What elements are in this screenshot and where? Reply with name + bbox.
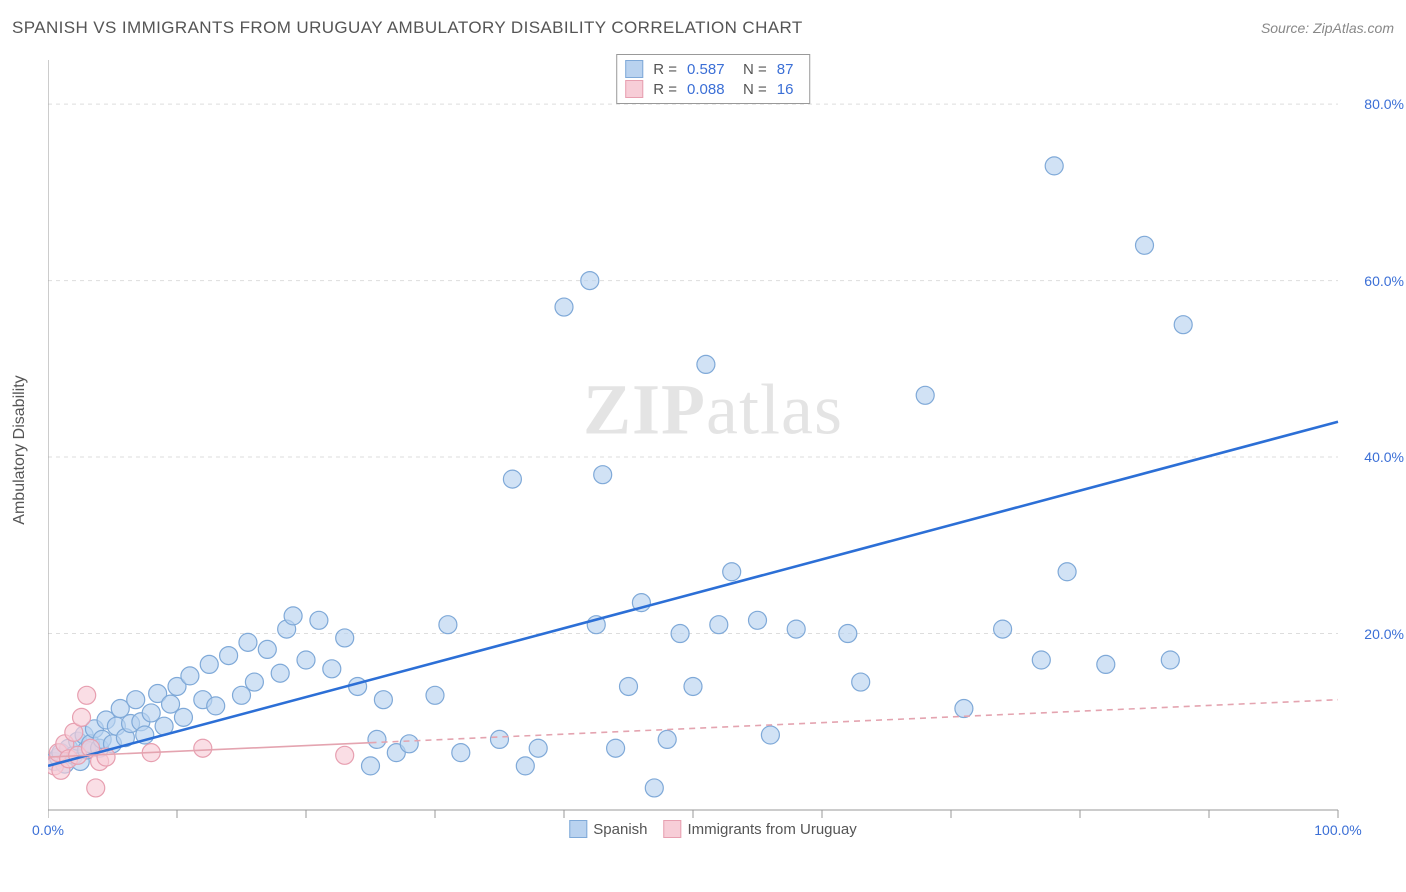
legend-swatch-blue	[625, 60, 643, 78]
r-label: R =	[653, 81, 677, 98]
legend-swatch	[569, 820, 587, 838]
legend-swatch	[664, 820, 682, 838]
source-link[interactable]: ZipAtlas.com	[1313, 20, 1394, 36]
legend-row: R = 0.088 N = 16	[625, 79, 801, 99]
scatter-chart	[48, 50, 1378, 850]
header-bar: SPANISH VS IMMIGRANTS FROM URUGUAY AMBUL…	[12, 18, 1394, 46]
n-label: N =	[743, 61, 767, 78]
n-value: 87	[777, 61, 801, 78]
n-value: 16	[777, 81, 801, 98]
legend-item: Spanish	[569, 820, 647, 838]
y-axis-label: Ambulatory Disability	[11, 375, 29, 524]
r-label: R =	[653, 61, 677, 78]
y-tick-label: 20.0%	[1344, 626, 1404, 642]
y-tick-label: 80.0%	[1344, 96, 1404, 112]
series-legend: Spanish Immigrants from Uruguay	[569, 820, 856, 838]
r-value: 0.088	[687, 81, 733, 98]
plot-area: Ambulatory Disability ZIPatlas R = 0.587…	[48, 50, 1378, 850]
r-value: 0.587	[687, 61, 733, 78]
legend-label: Immigrants from Uruguay	[688, 821, 857, 838]
chart-title: SPANISH VS IMMIGRANTS FROM URUGUAY AMBUL…	[12, 18, 803, 38]
legend-swatch-pink	[625, 80, 643, 98]
source-credit: Source: ZipAtlas.com	[1261, 20, 1394, 36]
y-tick-label: 60.0%	[1344, 273, 1404, 289]
legend-item: Immigrants from Uruguay	[664, 820, 857, 838]
legend-label: Spanish	[593, 821, 647, 838]
n-label: N =	[743, 81, 767, 98]
correlation-legend: R = 0.587 N = 87 R = 0.088 N = 16	[616, 54, 810, 104]
y-tick-label: 40.0%	[1344, 449, 1404, 465]
legend-row: R = 0.587 N = 87	[625, 59, 801, 79]
x-tick-label: 0.0%	[32, 822, 64, 838]
y-tick-labels: 20.0% 40.0% 60.0% 80.0%	[1344, 50, 1404, 850]
source-prefix: Source:	[1261, 20, 1313, 36]
